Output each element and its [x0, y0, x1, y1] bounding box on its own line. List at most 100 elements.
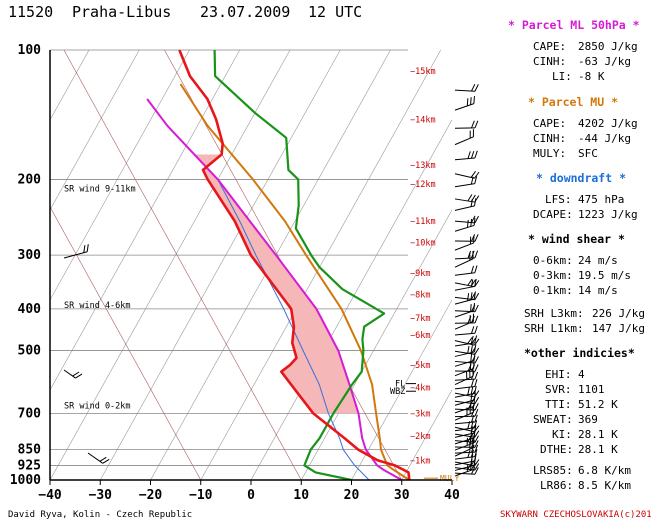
ml-li-value: -8 K: [578, 70, 605, 83]
station-id: 11520: [8, 3, 53, 21]
wind-barb: [454, 444, 479, 454]
mu-muly-label: MULY:: [533, 147, 567, 160]
height-guide-line: [50, 206, 202, 480]
wind-barb: [454, 404, 474, 421]
height-label: −8km: [410, 290, 430, 300]
srh-l1-value: 147 J/kg: [592, 322, 645, 335]
chart-annotation: SR wind 0-2km: [64, 402, 131, 412]
lfs-label: LFS:: [545, 193, 572, 206]
y-tick-label: 925: [18, 458, 41, 473]
ml-cape-label: CAPE:: [533, 40, 567, 53]
profile-series: [146, 50, 411, 480]
wind-barb: [63, 244, 89, 259]
wind-barb: [454, 360, 475, 377]
dcape-value: 1223 J/kg: [578, 208, 638, 221]
isotherm-line: [502, 50, 651, 480]
height-label: −4km: [410, 384, 430, 394]
ki-value: 28.1 K: [578, 428, 618, 441]
x-tick-label: −10: [189, 488, 213, 503]
mu-cinh-value: -44 J/kg: [578, 132, 631, 145]
ml-cape-value: 2850 J/kg: [578, 40, 638, 53]
svr-value: 1101: [578, 383, 605, 396]
ehi-label: EHI:: [545, 368, 572, 381]
ml-title: * Parcel ML 50hPa *: [508, 18, 640, 32]
footer-credit: SKYWARN CZECHOSLOVAKIA(c)2010: [500, 510, 651, 520]
x-tick-label: −40: [38, 488, 62, 503]
chart-annotation: WBZ: [390, 387, 405, 397]
wind-barb: [454, 344, 477, 357]
y-tick-label: 500: [18, 344, 42, 359]
height-label: −5km: [410, 361, 430, 371]
wind-barb: [454, 251, 474, 268]
shear-01-label: 0-1km:: [533, 284, 573, 297]
dthe-value: 28.1 K: [578, 443, 618, 456]
ml-cinh-label: CINH:: [533, 55, 567, 68]
height-label: −6km: [410, 331, 430, 341]
shear-06-value: 24 m/s: [578, 254, 618, 267]
cape-fill: [194, 154, 359, 414]
height-label: −14km: [410, 115, 436, 125]
height-label: −3km: [410, 409, 430, 419]
x-tick-label: 20: [344, 488, 360, 503]
wind-barb: [454, 302, 475, 318]
mu-cinh-label: CINH:: [533, 132, 567, 145]
wind-barb: [454, 171, 480, 179]
isotherm-line: [99, 50, 341, 480]
wind-barb: [454, 368, 474, 386]
wind-barb: [454, 176, 478, 188]
height-label: −10km: [410, 238, 436, 248]
height-guide-line: [63, 50, 302, 480]
wind-barbs: [63, 83, 480, 477]
downdraft-title: * downdraft *: [536, 171, 627, 185]
sounding-time: 12 UTC: [308, 3, 362, 21]
wind-barb: [63, 369, 83, 379]
wind-barb: [454, 235, 475, 251]
chart-annotation: SR wind 4-6km: [64, 301, 131, 311]
ki-label: KI:: [552, 428, 572, 441]
y-tick-label: 850: [18, 443, 42, 458]
x-tick-label: 30: [394, 488, 410, 503]
wind-barb: [454, 217, 476, 232]
shear-03-value: 19.5 m/s: [578, 269, 631, 282]
height-label: −15km: [410, 67, 436, 77]
wind-barb: [454, 414, 478, 425]
srh-l3-value: 226 J/kg: [592, 307, 645, 320]
sweat-value: 369: [578, 413, 598, 426]
wind-barb: [454, 129, 474, 146]
ml-cinh-value: -63 J/kg: [578, 55, 631, 68]
wind-barb: [454, 379, 478, 390]
x-tick-label: 0: [247, 488, 255, 503]
footer-author: David Ryva, Kolin - Czech Republic: [8, 510, 192, 520]
wind-barb: [454, 449, 478, 460]
shear-03-label: 0-3km:: [533, 269, 573, 282]
station-name: Praha-Libus: [72, 3, 171, 21]
height-label: −7km: [410, 314, 430, 324]
wind-barb: [454, 461, 475, 477]
x-tick-label: 10: [293, 488, 309, 503]
lfs-value: 475 hPa: [578, 193, 625, 206]
wind-barb: [454, 313, 474, 330]
chart-annotation: SR wind 9-11km: [64, 184, 136, 194]
lrs85-value: 6.8 K/km: [578, 464, 631, 477]
indices-title: *other indicies*: [524, 346, 635, 360]
dewpoint-line: [213, 50, 386, 480]
srh-l3-label: SRH L3km:: [524, 307, 584, 320]
parcel-ml-line: [146, 98, 403, 480]
wind-barb: [454, 385, 477, 398]
shear-01-value: 14 m/s: [578, 284, 618, 297]
temperature-line: [178, 50, 411, 480]
height-label: −1km: [410, 456, 430, 466]
wind-barb: [454, 435, 475, 451]
height-label: −12km: [410, 180, 436, 190]
height-label: −9km: [410, 269, 430, 279]
ehi-value: 4: [578, 368, 585, 381]
wind-barb: [454, 120, 479, 129]
wind-barb: [454, 335, 478, 347]
isotherm-line: [401, 389, 452, 480]
shear-06-label: 0-6km:: [533, 254, 573, 267]
wind-barb: [454, 440, 474, 457]
wind-barb: [454, 291, 476, 305]
y-tick-label: 200: [18, 172, 42, 187]
